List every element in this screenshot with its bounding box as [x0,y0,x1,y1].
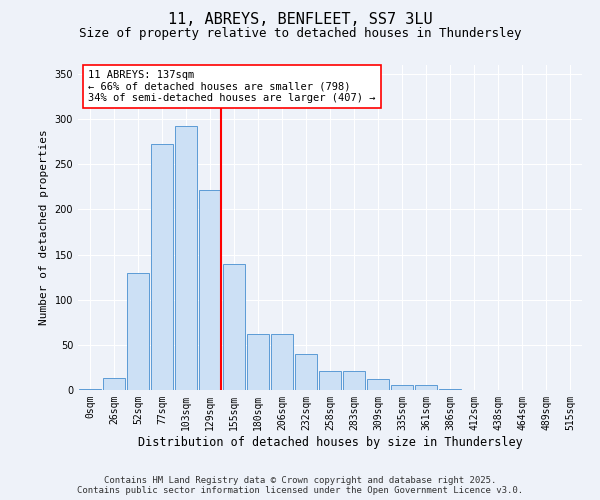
Bar [175,126,197,390]
Bar [79,389,101,390]
Text: 11, ABREYS, BENFLEET, SS7 3LU: 11, ABREYS, BENFLEET, SS7 3LU [167,12,433,28]
Bar [343,371,365,390]
Bar [439,389,461,390]
Bar [391,386,413,390]
Bar [223,264,245,390]
Y-axis label: Number of detached properties: Number of detached properties [39,130,49,326]
Bar [415,386,437,390]
Text: 11 ABREYS: 137sqm
← 66% of detached houses are smaller (798)
34% of semi-detache: 11 ABREYS: 137sqm ← 66% of detached hous… [88,70,376,103]
Text: Size of property relative to detached houses in Thundersley: Size of property relative to detached ho… [79,28,521,40]
Text: Contains HM Land Registry data © Crown copyright and database right 2025.
Contai: Contains HM Land Registry data © Crown c… [77,476,523,495]
Bar [127,272,149,390]
X-axis label: Distribution of detached houses by size in Thundersley: Distribution of detached houses by size … [137,436,523,448]
Bar [367,379,389,390]
Bar [103,378,125,390]
Bar [151,144,173,390]
Bar [199,190,221,390]
Bar [247,334,269,390]
Bar [271,334,293,390]
Bar [295,354,317,390]
Bar [319,371,341,390]
